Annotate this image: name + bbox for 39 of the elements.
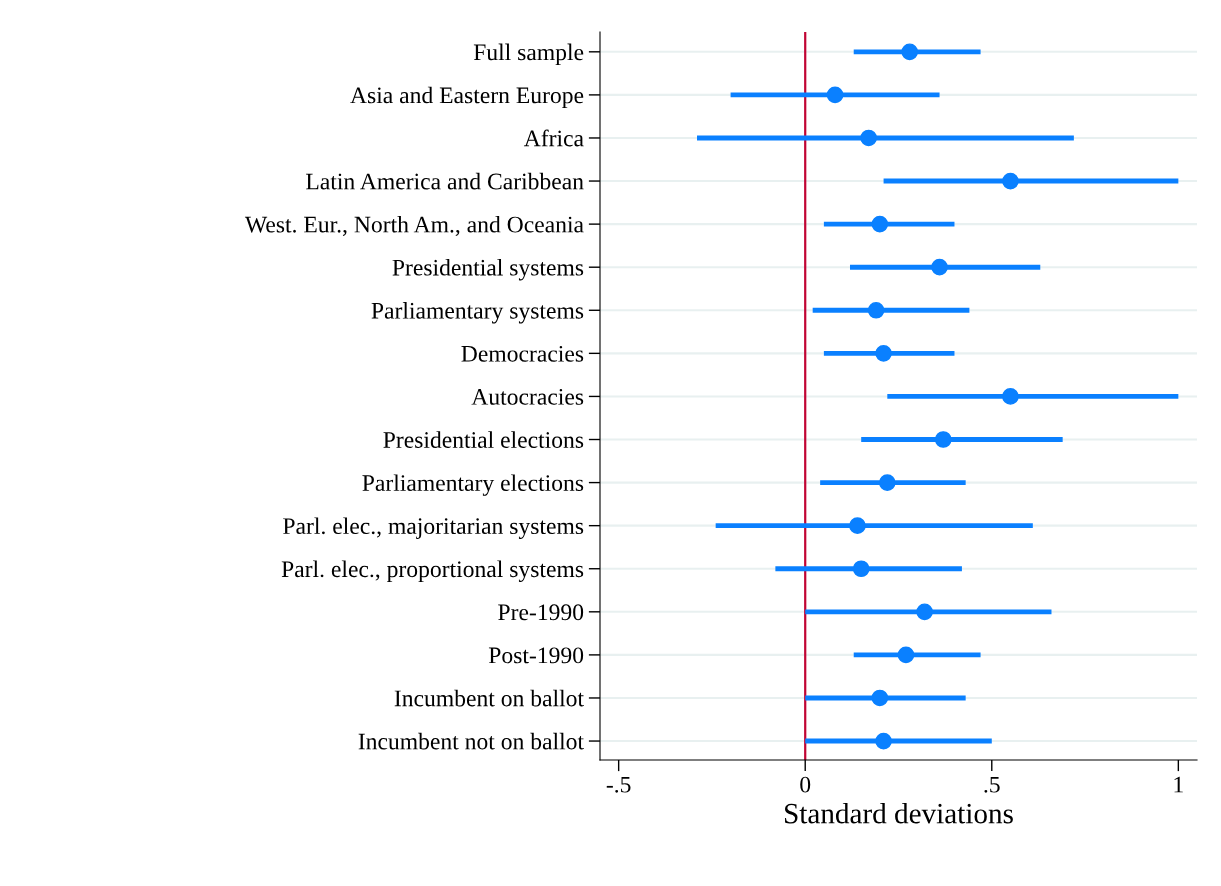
point [931, 258, 948, 276]
y-tick-label: Post-1990 [488, 647, 584, 664]
y-tick-label: Latin America and Caribbean [306, 172, 584, 190]
point [871, 215, 889, 233]
y-tick-label: Pre-1990 [498, 604, 584, 621]
x-tick-label: 0 [800, 776, 811, 793]
y-tick-label: Incumbent on ballot [394, 689, 584, 707]
y-tick-label: Parl. elec., proportional systems [281, 560, 584, 583]
point [934, 431, 952, 448]
point [852, 560, 870, 578]
point [878, 474, 896, 491]
point [871, 689, 889, 707]
y-tick-label: Africa [523, 129, 584, 147]
y-tick-label: Parliamentary elections [362, 474, 584, 496]
y-tick-label: Asia and Eastern Europe [350, 86, 584, 109]
point [826, 86, 844, 104]
y-tick-label: Parl. elec., majoritarian systems [283, 517, 584, 539]
point [867, 301, 885, 319]
y-tick-label: Incumbent not on ballot [358, 732, 584, 750]
point [875, 732, 892, 750]
point [849, 517, 866, 534]
y-tick-label: Presidential elections [383, 431, 584, 448]
point [897, 646, 915, 664]
point [1002, 172, 1019, 190]
y-tick-label: West. Eur., North Am., and Oceania [244, 215, 584, 236]
x-tick-label: -.5 [606, 776, 631, 793]
x-tick-label: .5 [984, 776, 1000, 793]
y-tick-label: Autocracies [471, 388, 584, 405]
y-tick-label: Presidential systems [392, 259, 584, 281]
y-tick-label: Parliamentary systems [371, 302, 584, 324]
point [901, 43, 919, 61]
x-axis-title: Standard deviations [785, 802, 1013, 824]
point [1002, 388, 1019, 405]
y-tick-label: Full sample [473, 43, 584, 66]
point [916, 603, 933, 621]
y-tick-label: Democracies [461, 345, 584, 362]
point [875, 345, 892, 362]
x-tick-label: 1 [1174, 776, 1183, 793]
point [860, 129, 877, 147]
